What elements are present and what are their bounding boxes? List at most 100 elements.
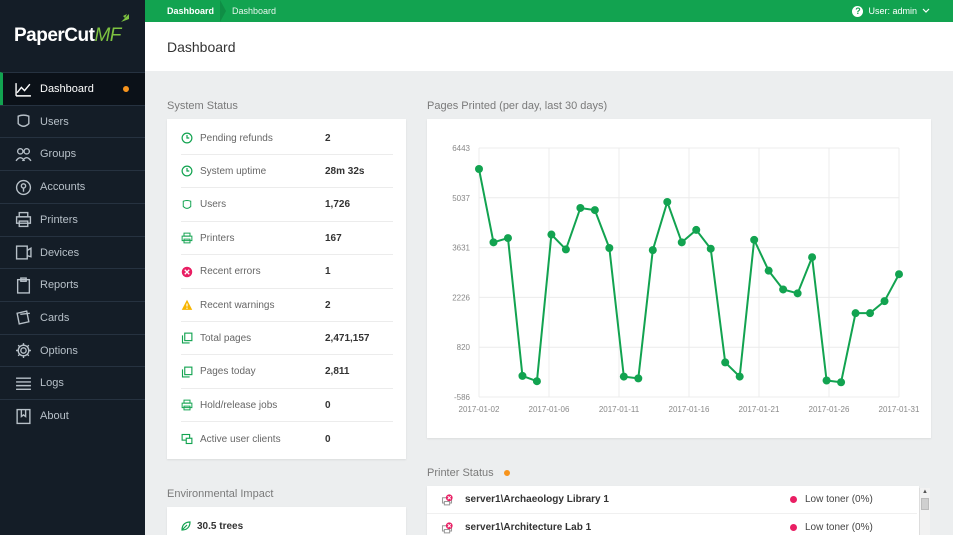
breadcrumb-dashboard[interactable]: Dashboard [167,6,215,16]
status-row[interactable]: Hold/release jobs 0 [181,389,393,423]
data-point[interactable] [503,234,512,243]
data-point[interactable] [677,238,686,247]
data-point[interactable] [518,371,527,380]
printer-icon [181,232,193,244]
status-row[interactable]: Recent warnings 2 [181,289,393,322]
pages-printed-chart: 6443 5037 3631 2226 820 -586 2017-01-02 2017-01… [452,144,920,414]
chart-line-icon [13,79,33,99]
data-point[interactable] [851,309,860,318]
sidebar-item-groups[interactable]: Groups [0,137,145,170]
data-point[interactable] [547,230,556,239]
x-tick-label: 2017-01-21 [739,405,780,414]
data-point[interactable] [721,358,730,367]
status-row[interactable]: Total pages 2,471,157 [181,322,393,356]
pages-printed-chart-card: 6443 5037 3631 2226 820 -586 2017-01-02 2017-01… [427,119,931,438]
pages-printed-title: Pages Printed (per day, last 30 days) [427,100,608,112]
data-point[interactable] [750,235,759,244]
status-label: Users [200,199,227,211]
status-row[interactable]: Recent errors 1 [181,256,393,289]
page-title: Dashboard [167,39,236,55]
data-point[interactable] [532,377,541,386]
clock-icon [181,132,193,144]
x-tick-label: 2017-01-16 [669,405,710,414]
sidebar-item-dashboard[interactable]: Dashboard [0,72,145,105]
papercut-logo[interactable]: PaperCutMF [0,0,145,72]
status-label: Recent errors [200,266,261,278]
sidebar-item-devices[interactable]: Devices [0,235,145,269]
user-icon [13,112,33,132]
data-point[interactable] [475,165,483,174]
printer-row[interactable]: server1\Architecture Lab 1 Low toner (0%) [427,514,917,535]
printer-status-scrollbar[interactable]: ▲ [919,488,930,535]
sidebar-item-reports[interactable]: Reports [0,268,145,301]
sidebar-item-cards[interactable]: Cards [0,300,145,334]
data-point[interactable] [561,245,570,254]
scroll-up-icon[interactable]: ▲ [922,489,928,495]
data-point[interactable] [648,246,657,255]
status-row[interactable]: Active user clients 0 [181,423,393,456]
sidebar-item-printers[interactable]: Printers [0,202,145,236]
data-point[interactable] [793,289,802,298]
status-value: 2 [325,299,331,311]
logo-text: PaperCutMF [14,25,121,46]
status-dot [790,496,797,503]
user-menu[interactable]: ? User: admin [852,0,930,22]
accounts-icon [13,177,33,197]
status-label: Pending refunds [200,132,273,144]
data-point[interactable] [634,374,643,383]
sidebar-item-logs[interactable]: Logs [0,366,145,399]
data-point[interactable] [619,372,628,381]
status-row[interactable]: Pending refunds 2 [181,122,393,155]
printer-error-icon [441,521,453,534]
status-label: Hold/release jobs [200,399,278,411]
sidebar-item-users[interactable]: Users [0,104,145,138]
data-point[interactable] [895,270,903,279]
clock-icon [181,165,193,177]
data-point[interactable] [735,372,744,381]
sidebar-item-about[interactable]: About [0,399,145,432]
data-point[interactable] [866,309,875,318]
pages-icon [181,332,193,344]
status-row[interactable]: Users 1,726 [181,189,393,222]
sidebar-item-label: Logs [40,377,64,390]
status-value: 0 [325,399,331,411]
sidebar-item-accounts[interactable]: Accounts [0,170,145,203]
data-point[interactable] [764,266,773,275]
status-dot [790,524,797,531]
sidebar-item-label: Groups [40,148,77,161]
data-point[interactable] [663,197,672,206]
data-point[interactable] [808,253,817,262]
printer-row[interactable]: server1\Archaeology Library 1 Low toner (… [427,486,917,514]
help-icon[interactable]: ? [852,5,864,17]
status-value: 1 [325,266,331,278]
status-value: 28m 32s [325,165,365,177]
scroll-thumb[interactable] [921,498,929,510]
data-point[interactable] [590,206,599,215]
gear-icon [13,341,33,361]
breadcrumb-current: Dashboard [232,6,277,16]
data-point[interactable] [779,285,788,294]
printer-name[interactable]: server1\Architecture Lab 1 [465,522,592,533]
warning-icon [181,299,193,311]
y-tick-label: 6443 [452,144,470,153]
system-status-card: Pending refunds 2 System uptime 28m 32s User… [167,119,406,459]
sidebar-item-options[interactable]: Options [0,333,145,367]
data-point[interactable] [489,238,498,247]
data-point[interactable] [837,378,846,387]
printer-name[interactable]: server1\Archaeology Library 1 [465,494,609,505]
data-point[interactable] [605,244,614,253]
y-tick-label: 820 [457,343,471,352]
error-icon [181,266,193,278]
data-point[interactable] [706,244,715,253]
top-bar: Dashboard Dashboard ? User: admin [145,0,953,22]
y-tick-label: -586 [454,393,471,402]
data-point[interactable] [880,297,889,306]
data-point[interactable] [822,376,831,385]
status-row[interactable]: Printers 167 [181,222,393,256]
leaf-icon [121,14,129,22]
data-point[interactable] [692,225,701,234]
status-row[interactable]: Pages today 2,811 [181,356,393,389]
status-row[interactable]: System uptime 28m 32s [181,155,393,189]
status-value: 1,726 [325,199,351,211]
data-point[interactable] [576,203,585,212]
